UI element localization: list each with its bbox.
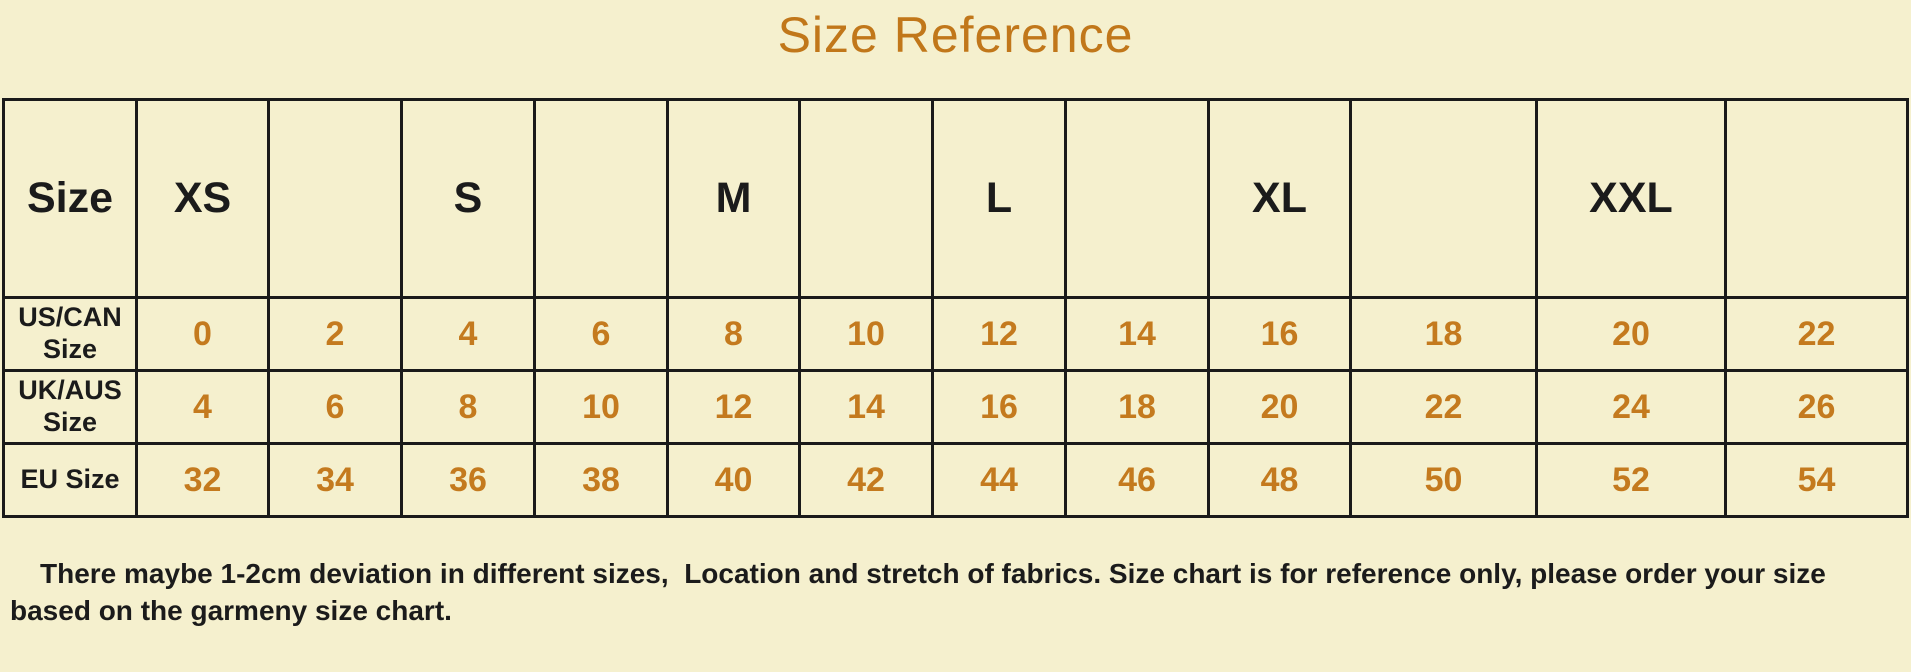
uk-aus-value: 8 [400,369,536,445]
page-title: Size Reference [777,7,1134,63]
eu-value: 36 [400,442,536,518]
uk-aus-value: 20 [1207,369,1352,445]
header-cell-s: S [400,98,536,299]
header-cell-size: Size [2,98,138,299]
header-cell-m: M [666,98,801,299]
row-label-eu: EU Size [2,442,138,518]
uk-aus-value: 10 [533,369,669,445]
us-can-value: 10 [798,296,934,372]
header-cell-l: L [931,98,1067,299]
eu-value: 54 [1724,442,1909,518]
deviation-note: There maybe 1-2cm deviation in different… [10,558,1834,626]
uk-aus-value: 6 [267,369,403,445]
uk-aus-value: 18 [1064,369,1210,445]
header-row: Size XS S M L XL XXL [2,98,1909,299]
eu-value: 52 [1535,442,1727,518]
eu-size-row: EU Size 32 34 36 38 40 42 44 46 48 50 52… [2,442,1909,518]
us-can-value: 0 [135,296,270,372]
header-cell-blank [267,98,403,299]
header-cell-xl: XL [1207,98,1352,299]
us-can-value: 16 [1207,296,1352,372]
us-can-value: 22 [1724,296,1909,372]
us-can-value: 6 [533,296,669,372]
eu-value: 34 [267,442,403,518]
size-chart-table: Size XS S M L XL XXL US/CAN Size 0 2 4 6… [2,98,1909,518]
uk-aus-value: 14 [798,369,934,445]
us-can-value: 12 [931,296,1067,372]
header-cell-blank [1724,98,1909,299]
us-can-size-row: US/CAN Size 0 2 4 6 8 10 12 14 16 18 20 … [2,296,1909,372]
eu-value: 50 [1349,442,1538,518]
eu-value: 44 [931,442,1067,518]
us-can-value: 2 [267,296,403,372]
eu-value: 48 [1207,442,1352,518]
row-label-uk-aus: UK/AUS Size [2,369,138,445]
us-can-value: 4 [400,296,536,372]
uk-aus-value: 4 [135,369,270,445]
uk-aus-value: 26 [1724,369,1909,445]
us-can-value: 8 [666,296,801,372]
us-can-value: 14 [1064,296,1210,372]
eu-value: 40 [666,442,801,518]
eu-value: 42 [798,442,934,518]
uk-aus-value: 24 [1535,369,1727,445]
header-cell-blank [798,98,934,299]
uk-aus-value: 22 [1349,369,1538,445]
us-can-value: 20 [1535,296,1727,372]
eu-value: 46 [1064,442,1210,518]
uk-aus-value: 12 [666,369,801,445]
header-cell-xxl: XXL [1535,98,1727,299]
eu-value: 38 [533,442,669,518]
uk-aus-size-row: UK/AUS Size 4 6 8 10 12 14 16 18 20 22 2… [2,369,1909,445]
eu-value: 32 [135,442,270,518]
uk-aus-value: 16 [931,369,1067,445]
header-cell-blank [1064,98,1210,299]
header-cell-xs: XS [135,98,270,299]
header-cell-blank [1349,98,1538,299]
header-cell-blank [533,98,669,299]
us-can-value: 18 [1349,296,1538,372]
row-label-us-can: US/CAN Size [2,296,138,372]
